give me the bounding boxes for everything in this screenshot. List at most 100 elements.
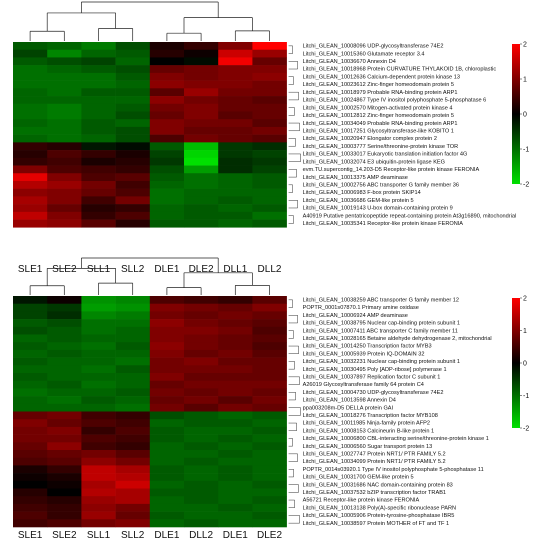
heatmap-cell [47,204,82,213]
heatmap-cell [218,457,253,466]
heatmap-cell [13,296,48,304]
row-label: Litchi_GLEAN_10013138 Poly(A)-specific r… [303,505,457,511]
heatmap-cell [47,126,82,135]
row-label: Litchi_GLEAN_10035341 Receptor-like prot… [303,221,464,227]
heatmap-cell [47,488,82,497]
heatmap-cell [13,150,48,159]
heatmap-cell [218,142,253,151]
row-label: Litchi_GLEAN_10018968 Protein CURVATURE … [303,67,497,73]
heatmap-cell [184,188,219,197]
heatmap-cell [184,65,219,74]
heatmap-cell [115,357,151,366]
heatmap-cell [218,72,253,81]
heatmap-cell [13,419,48,428]
heatmap-cell [252,357,287,366]
heatmap-cell [218,488,253,497]
row-label: Litchi_GLEAN_10005906 Protein-tyrosine-p… [303,513,455,519]
heatmap-cell [47,72,82,81]
heatmap-cell [184,388,219,397]
heatmap-cell [47,511,82,520]
heatmap-cell [218,349,253,358]
row-label: Litchi_GLEAN_10012636 Calcium-dependent … [303,74,460,80]
heatmap-cell [13,342,48,351]
heatmap-cell [218,373,253,381]
heatmap-cell [218,396,253,405]
heatmap-cell [47,334,82,343]
column-label: SLL2 [121,264,145,275]
heatmap-cell [81,503,116,512]
heatmap-cell [115,488,151,497]
row-label: Litchi_GLEAN_10019143 U-box domain-conta… [303,206,453,212]
heatmap-cell [184,373,219,381]
heatmap-cell [252,450,287,458]
heatmap-cell [13,303,48,312]
heatmap-cell [149,496,185,505]
heatmap-cell [184,88,219,97]
heatmap-cell [13,380,48,389]
heatmap-cell [149,373,185,381]
heatmap-cell [252,42,287,51]
heatmap-cell [184,434,219,443]
heatmap-cell [252,180,287,189]
heatmap-cell [115,188,151,197]
heatmap-cell [47,173,82,182]
heatmap-cell [81,142,116,151]
heatmap-cell [149,72,185,81]
heatmap-cell [184,180,219,189]
row-label: A26019 Glycosyltransferase family 64 pro… [303,382,424,388]
heatmap-cell [184,49,219,58]
column-label: SLL1 [87,264,111,275]
heatmap-cell [149,388,185,397]
heatmap-cell [252,219,287,228]
heatmap-cell [149,319,185,328]
row-label: Litchi_GLEAN_10034049 Probable RNA-bindi… [303,121,458,127]
heatmap-cell [252,326,287,335]
heatmap-cell [115,503,151,512]
heatmap-cell [13,473,48,482]
heatmap-cell [252,111,287,120]
row-label: POPTR_0014s03920.1 Type IV inositol poly… [303,467,484,473]
heatmap-cell [13,319,48,328]
heatmap-cell [81,111,116,120]
heatmap-cell [47,157,82,166]
heatmap-cell [252,188,287,197]
heatmap-cell [115,211,151,220]
heatmap-cell [81,88,116,97]
heatmap-cell [115,419,151,428]
heatmap-cell [81,72,116,81]
heatmap-cell [81,434,116,443]
heatmap-cell [13,49,48,58]
column-label: SLE1 [18,264,43,275]
heatmap-cell [252,473,287,482]
heatmap-cell [13,465,48,474]
heatmap-cell [218,165,253,174]
heatmap-cell [149,326,185,335]
heatmap-cell [13,434,48,443]
heatmap-cell [218,204,253,213]
row-label: Litchi_GLEAN_10036670 Annexin D4 [303,59,396,65]
heatmap-cell [47,303,82,312]
legend-tick-label: -2 [523,182,529,189]
row-label: Litchi_GLEAN_10012812 Zinc-finger homeod… [303,113,454,119]
row-label: Litchi_GLEAN_10038597 Protein MOTHER of … [303,521,450,527]
heatmap-cell [47,119,82,128]
heatmap-cell [13,480,48,489]
heatmap-cell [252,88,287,97]
heatmap-cell [81,349,116,358]
heatmap-cell [218,103,253,112]
heatmap-cell [149,296,185,304]
heatmap-cell [115,457,151,466]
heatmap-cell [218,403,253,412]
heatmap-cell [115,296,151,304]
heatmap-cell [149,134,185,143]
heatmap-cell [184,419,219,428]
row-label: Litchi_GLEAN_10004730 UDP-glycosyltransf… [303,390,444,396]
heatmap-cell [252,142,287,151]
heatmap-cell [13,96,48,105]
heatmap-cell [115,65,151,74]
heatmap-cell [218,311,253,320]
heatmap-cell [81,65,116,74]
heatmap-cell [47,388,82,397]
heatmap-cell [149,219,185,228]
heatmap-cell [218,111,253,120]
